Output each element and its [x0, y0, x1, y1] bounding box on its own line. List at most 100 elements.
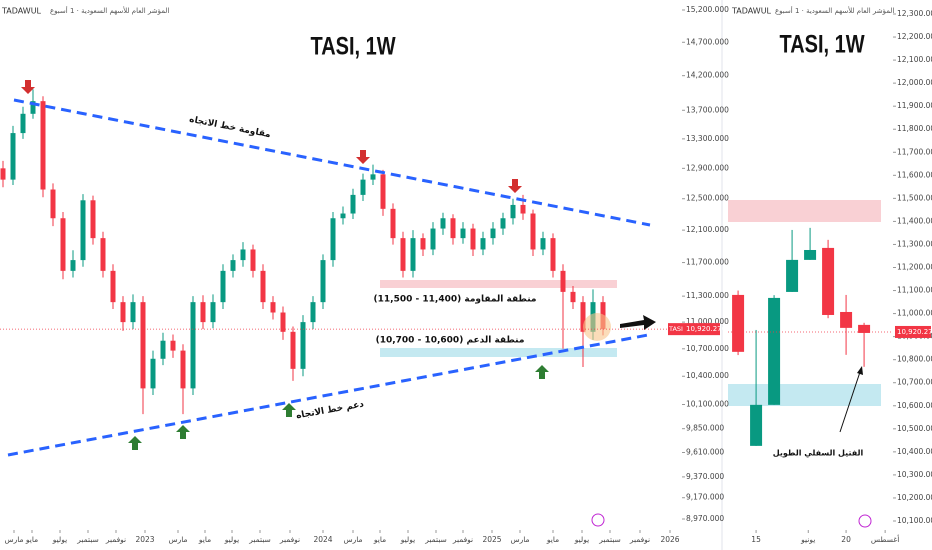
right-chart [728, 200, 881, 446]
candle-body [30, 101, 36, 114]
candle-body [858, 324, 871, 333]
candle-body [320, 260, 326, 303]
x-tick-label: يوليو [400, 535, 415, 544]
y-tick-label: 11,200.000 [897, 263, 932, 272]
candle-body [768, 297, 781, 405]
x-tick-label: 2026 [660, 535, 679, 544]
y-tick-label: 12,200.000 [897, 32, 932, 41]
candle-body [260, 270, 266, 303]
y-tick-label: 10,500.000 [897, 424, 932, 433]
zone-label: منطقة المقاومة (11,400 - 11,500) [374, 295, 537, 305]
candle-body [10, 133, 16, 180]
wick-arrowhead [857, 366, 863, 375]
candle-body [440, 218, 446, 229]
y-tick-label: 12,500.000 [686, 194, 729, 203]
candle-body [530, 213, 536, 250]
candle-body [90, 200, 96, 239]
candle-body [210, 302, 216, 323]
candle-body [250, 249, 256, 271]
candle-body [110, 270, 116, 303]
candle-body [200, 302, 206, 323]
y-tick-label: 10,800.000 [897, 355, 932, 364]
candle-body [300, 322, 306, 369]
y-tick-label: 10,200.000 [897, 493, 932, 502]
candle-body [520, 204, 526, 214]
candle-body [140, 302, 146, 389]
y-tick-label: 10,100.000 [686, 399, 729, 408]
resistance-zone [380, 280, 617, 288]
y-tick-label: 11,600.000 [897, 170, 932, 179]
candle-body [460, 228, 466, 239]
chart-title: TASI, 1W [310, 33, 396, 61]
support-zone [380, 348, 617, 357]
x-tick-label: مايو [198, 535, 211, 544]
x-tick-label: نوفمبر [452, 535, 473, 544]
y-tick-label: 10,100.000 [897, 516, 932, 525]
candle-body [170, 340, 176, 351]
x-tick-label: 2024 [313, 535, 332, 544]
candle-body [280, 312, 286, 332]
candle-body [450, 218, 456, 239]
candle-body [420, 238, 426, 250]
y-tick-label: 11,100.000 [897, 286, 932, 295]
candle-body [350, 194, 356, 214]
y-tick-label: 15,200.000 [686, 5, 729, 14]
y-tick-label: 10,700.000 [686, 344, 729, 353]
x-tick-label: مارس [168, 535, 187, 544]
candle-body [410, 238, 416, 271]
candle-body [150, 358, 156, 389]
candle-body [50, 189, 56, 219]
symbol: TADAWUL [731, 7, 772, 16]
candle-body [580, 302, 586, 332]
candle-body [100, 238, 106, 271]
y-tick-label: 14,700.000 [686, 37, 729, 46]
y-tick-label: 10,700.000 [897, 378, 932, 387]
event-icon[interactable] [591, 513, 605, 527]
candle-body [500, 218, 506, 229]
price-symbol-box [668, 323, 684, 336]
candle-body [550, 238, 556, 271]
description: المؤشر العام للأسهم السعودية · 1 أسبوع [775, 6, 894, 15]
y-tick-label: 10,400.000 [686, 371, 729, 380]
y-tick-label: 12,000.000 [897, 78, 932, 87]
y-tick-label: 13,300.000 [686, 134, 729, 143]
candle-body [490, 228, 496, 239]
y-tick-label: 12,100.000 [897, 55, 932, 64]
x-tick-label: يونيو [800, 535, 815, 544]
candle-body [750, 404, 763, 446]
candle-body [560, 270, 566, 292]
support-zone [728, 384, 881, 406]
y-tick-label: 11,800.000 [897, 124, 932, 133]
y-tick-label: 11,300.000 [686, 291, 729, 300]
candle-body [400, 238, 406, 271]
y-tick-label: 9,370.000 [686, 472, 724, 481]
event-icon[interactable] [858, 514, 872, 528]
x-tick-label: مايو [25, 535, 38, 544]
description: المؤشر العام للأسهم السعودية · 1 أسبوع [50, 6, 169, 15]
y-tick-label: 11,000.000 [897, 309, 932, 318]
candle-body [540, 238, 546, 250]
y-tick-label: 11,700.000 [686, 258, 729, 267]
y-tick-label: 10,400.000 [897, 447, 932, 456]
y-tick-label: 12,900.000 [686, 163, 729, 172]
price-tag: 10,920.270 [897, 328, 932, 336]
candle-body [130, 302, 136, 323]
wick-arrow [839, 371, 861, 433]
candle-body [510, 204, 516, 219]
x-tick-label: 2025 [482, 535, 501, 544]
symbol: TADAWUL [1, 7, 42, 16]
y-tick-label: 11,300.000 [897, 239, 932, 248]
candle-body [732, 294, 745, 352]
candle-body [80, 200, 86, 261]
support-trendline [7, 333, 649, 457]
y-tick-label: 10,600.000 [897, 401, 932, 410]
down-arrows [21, 80, 522, 193]
candle-body [822, 247, 835, 315]
candle-body [0, 168, 6, 180]
x-tick-label: 20 [841, 535, 851, 544]
resistance-trendline [13, 98, 651, 227]
candle-body [470, 228, 476, 250]
y-tick-label: 11,500.000 [897, 193, 932, 202]
y-tick-label: 12,300.000 [897, 9, 932, 18]
